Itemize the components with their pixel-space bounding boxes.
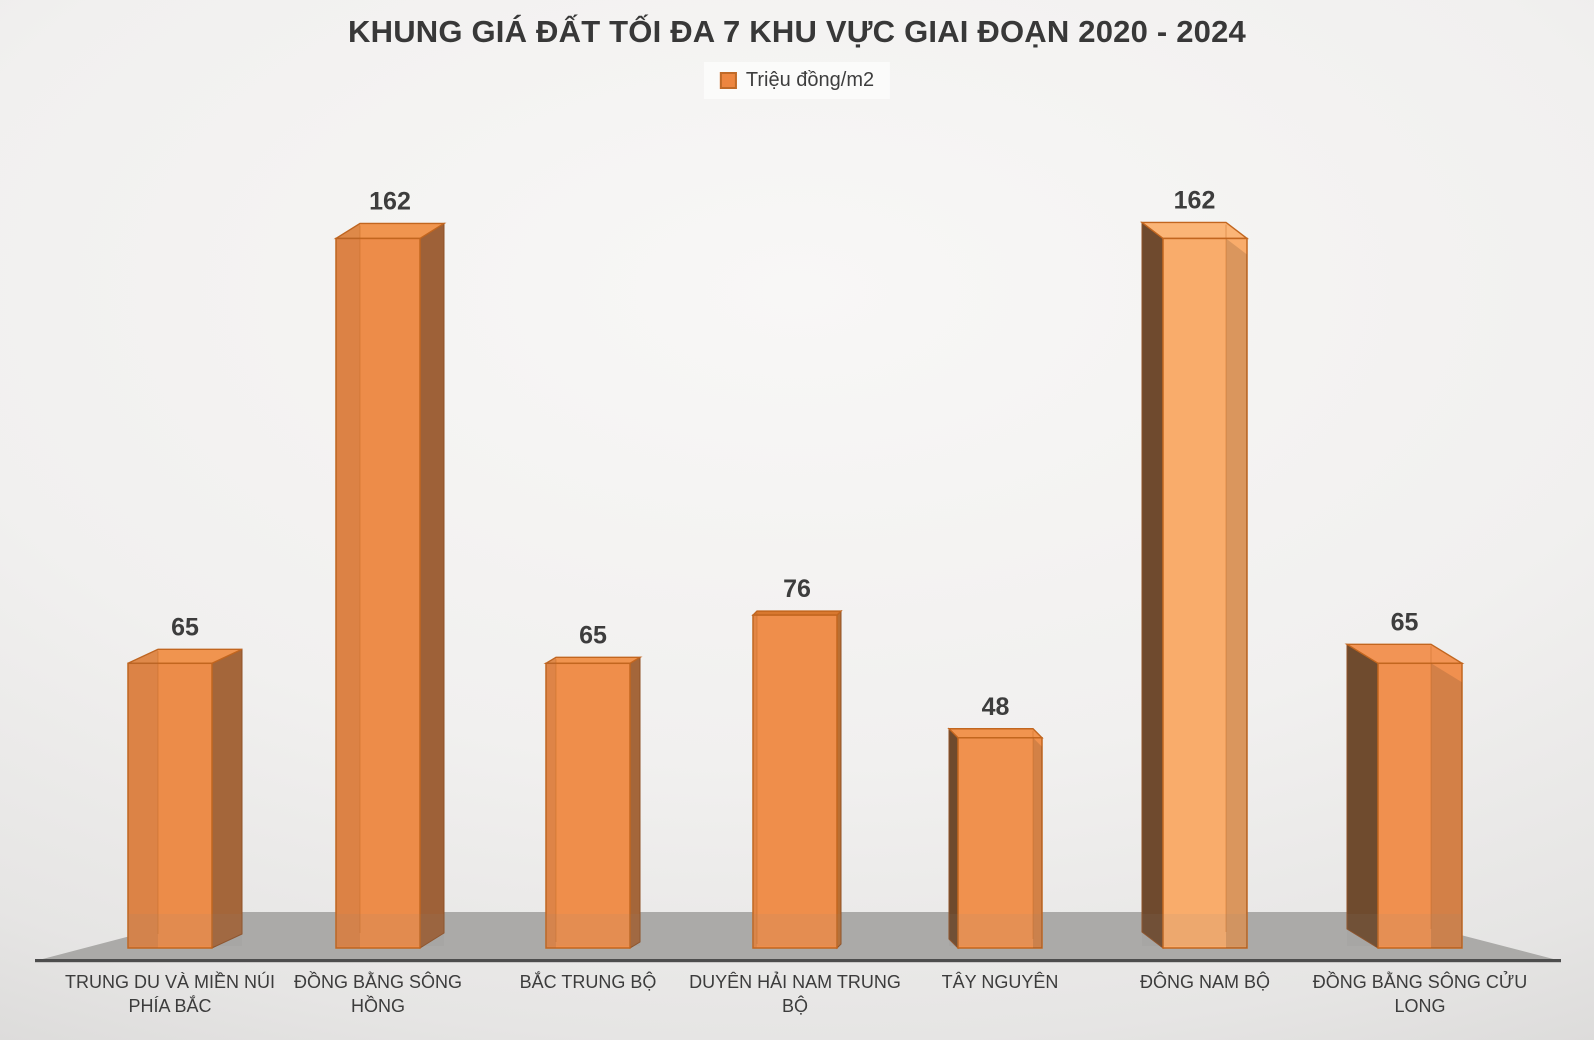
category-label-line: ĐÔNG NAM BỘ xyxy=(1139,972,1270,992)
bar-side-face xyxy=(1141,221,1164,950)
bar-1: 65 xyxy=(127,613,243,949)
bar-3: 65 xyxy=(543,621,643,949)
bar-inner-sliver xyxy=(1226,238,1247,948)
category-label-line: DUYÊN HẢI NAM TRUNG xyxy=(689,972,901,992)
bar-7: 65 xyxy=(1344,608,1465,949)
bar-inner-sliver xyxy=(128,649,158,948)
bar-front-face xyxy=(957,737,1043,949)
category-label-line: TRUNG DU VÀ MIỀN NÚI xyxy=(64,972,275,992)
category-label-7: ĐỒNG BẰNG SÔNG CỬU LONG xyxy=(1305,970,1535,1018)
bar-side-face xyxy=(211,648,243,949)
category-label-6: ĐÔNG NAM BỘ xyxy=(1090,970,1320,994)
bar-6: 162 xyxy=(1139,186,1250,950)
category-label-line: BỘ xyxy=(781,996,808,1016)
bar-top-face xyxy=(947,728,1044,739)
category-label-3: BẮC TRUNG BỘ xyxy=(473,970,703,994)
legend-label: Triệu đồng/m2 xyxy=(745,69,875,91)
bar-floor-tint xyxy=(546,914,640,946)
bar-front-face xyxy=(752,614,838,949)
category-label-4: DUYÊN HẢI NAM TRUNG BỘ xyxy=(680,970,910,1018)
category-label-line: TÂY NGUYÊN xyxy=(941,972,1059,992)
bar-side-face xyxy=(1346,643,1379,949)
bar-inner-sliver xyxy=(1033,737,1042,948)
bar-floor-tint xyxy=(128,914,242,946)
bar-floor-tint xyxy=(949,914,1042,946)
category-label-2: ĐỒNG BẰNG SÔNG HỒNG xyxy=(263,970,493,1018)
category-label-1: TRUNG DU VÀ MIỀN NÚI PHÍA BẮC xyxy=(55,970,285,1018)
value-label: 48 xyxy=(982,693,1010,721)
value-label: 65 xyxy=(171,613,199,641)
category-label-5: TÂY NGUYÊN xyxy=(885,970,1115,994)
value-label: 65 xyxy=(1391,608,1419,636)
bar-floor-tint xyxy=(1142,914,1247,946)
category-label-line: PHÍA BẮC xyxy=(128,996,212,1016)
bar-inner-sliver xyxy=(1431,663,1462,948)
category-label-line: ĐỒNG BẰNG SÔNG CỬU xyxy=(1312,972,1528,992)
bar-inner-sliver xyxy=(336,223,360,948)
bar-front-face xyxy=(335,237,421,949)
bar-floor-tint xyxy=(753,914,841,946)
category-label-line: HỒNG xyxy=(351,996,405,1016)
category-label-line: BẮC TRUNG BỘ xyxy=(519,972,657,992)
bar-floor-tint xyxy=(336,914,444,946)
value-label: 162 xyxy=(1174,186,1216,214)
bar-floor-tint xyxy=(1347,914,1462,946)
bar-front-face xyxy=(1162,237,1248,949)
value-label: 76 xyxy=(783,575,811,603)
bar-4: 76 xyxy=(751,575,843,950)
value-label: 162 xyxy=(369,187,411,215)
bar-front-face xyxy=(127,662,213,949)
bar-5: 48 xyxy=(947,693,1044,950)
bar-inner-sliver xyxy=(753,611,757,948)
bar-2: 162 xyxy=(333,187,447,949)
chart-title: KHUNG GIÁ ĐẤT TỐI ĐA 7 KHU VỰC GIAI ĐOẠN… xyxy=(348,14,1246,49)
x-axis-line xyxy=(35,959,1561,963)
bar-front-face xyxy=(1377,662,1463,949)
legend: Triệu đồng/m2 xyxy=(703,62,891,99)
category-label-line: ĐỒNG BẰNG SÔNG xyxy=(293,972,463,992)
legend-swatch-icon xyxy=(719,72,737,89)
bar-side-face xyxy=(629,656,641,949)
value-label: 65 xyxy=(579,621,607,649)
bar-side-face xyxy=(419,222,445,949)
category-label-line: LONG xyxy=(1394,996,1446,1016)
bar-inner-sliver xyxy=(546,657,556,948)
bar-front-face xyxy=(545,662,631,949)
bar-top-face xyxy=(543,656,643,664)
